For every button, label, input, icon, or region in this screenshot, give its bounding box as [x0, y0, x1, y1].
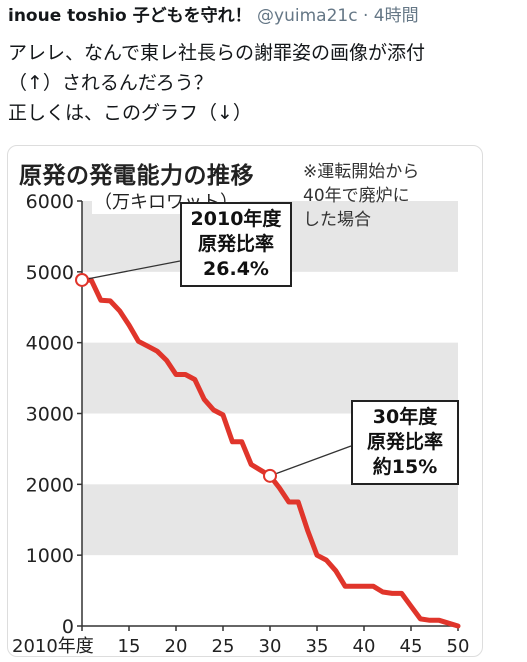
- x-tick-label: 50: [447, 636, 470, 656]
- y-tick-label: 2000: [26, 474, 74, 496]
- chart-note-line: ※運転開始から: [303, 162, 420, 182]
- x-tick-label: 40: [353, 636, 376, 656]
- callout-leader: [269, 445, 352, 477]
- y-tick-label: 6000: [26, 191, 74, 213]
- x-tick-label: 45: [400, 636, 423, 656]
- tweet-text-line: （↑）されるんだろう？: [8, 72, 213, 94]
- tweet-text: アレレ、なんで東レ社長らの謝罪姿の画像が添付 （↑）されるんだろう？ 正しくは、…: [8, 38, 523, 128]
- y-tick-label: 5000: [26, 262, 74, 284]
- author-name[interactable]: inoue toshio 子どもを守れ！: [8, 6, 252, 26]
- callout-line: 約15%: [372, 456, 438, 478]
- x-tick-label: 20: [165, 636, 188, 656]
- chart-note-line: した場合: [303, 210, 371, 230]
- data-point-marker: [263, 468, 277, 483]
- tweet-text-line: アレレ、なんで東レ社長らの謝罪姿の画像が添付: [8, 42, 426, 64]
- callout-line: 26.4%: [203, 258, 269, 280]
- y-tick-label: 3000: [26, 404, 74, 426]
- callout-2030: 30年度 原発比率 約15%: [351, 400, 459, 485]
- x-tick-label: 15: [118, 636, 141, 656]
- callout-line: 原発比率: [366, 431, 443, 453]
- callout-line: 30年度: [372, 406, 438, 428]
- x-tick-label: 2010年度: [12, 636, 94, 656]
- x-tick-label: 35: [306, 636, 329, 656]
- tweet-text-line: 正しくは、このグラフ（↓）: [8, 102, 252, 124]
- callout-line: 原発比率: [197, 233, 274, 255]
- tweet-header: inoue toshio 子どもを守れ！ @yuima21c · 4時間: [8, 4, 523, 28]
- callout-line: 2010年度: [190, 208, 282, 230]
- chart-note: ※運転開始から 40年で廃炉に した場合: [303, 160, 479, 232]
- chart-note-line: 40年で廃炉に: [303, 186, 410, 206]
- author-handle[interactable]: @yuima21c: [257, 6, 358, 26]
- chart-title: 原発の発電能力の推移: [19, 163, 254, 189]
- callout-2010: 2010年度 原発比率 26.4%: [180, 202, 292, 287]
- data-point-marker: [75, 272, 89, 287]
- separator-dot: ·: [362, 6, 369, 26]
- tweet-timestamp[interactable]: 4時間: [373, 6, 419, 26]
- x-tick-label: 25: [212, 636, 235, 656]
- y-tick-label: 0: [62, 616, 74, 638]
- x-tick-label: 30: [259, 636, 282, 656]
- y-tick-label: 1000: [26, 545, 74, 567]
- y-tick-label: 4000: [26, 333, 74, 355]
- attached-chart-image[interactable]: 0 1000 2000 3000 4000 5000 6000 2010年度 15 20 25 30 3…: [7, 145, 483, 657]
- callout-leader: [81, 260, 181, 281]
- grid-band: [82, 484, 458, 556]
